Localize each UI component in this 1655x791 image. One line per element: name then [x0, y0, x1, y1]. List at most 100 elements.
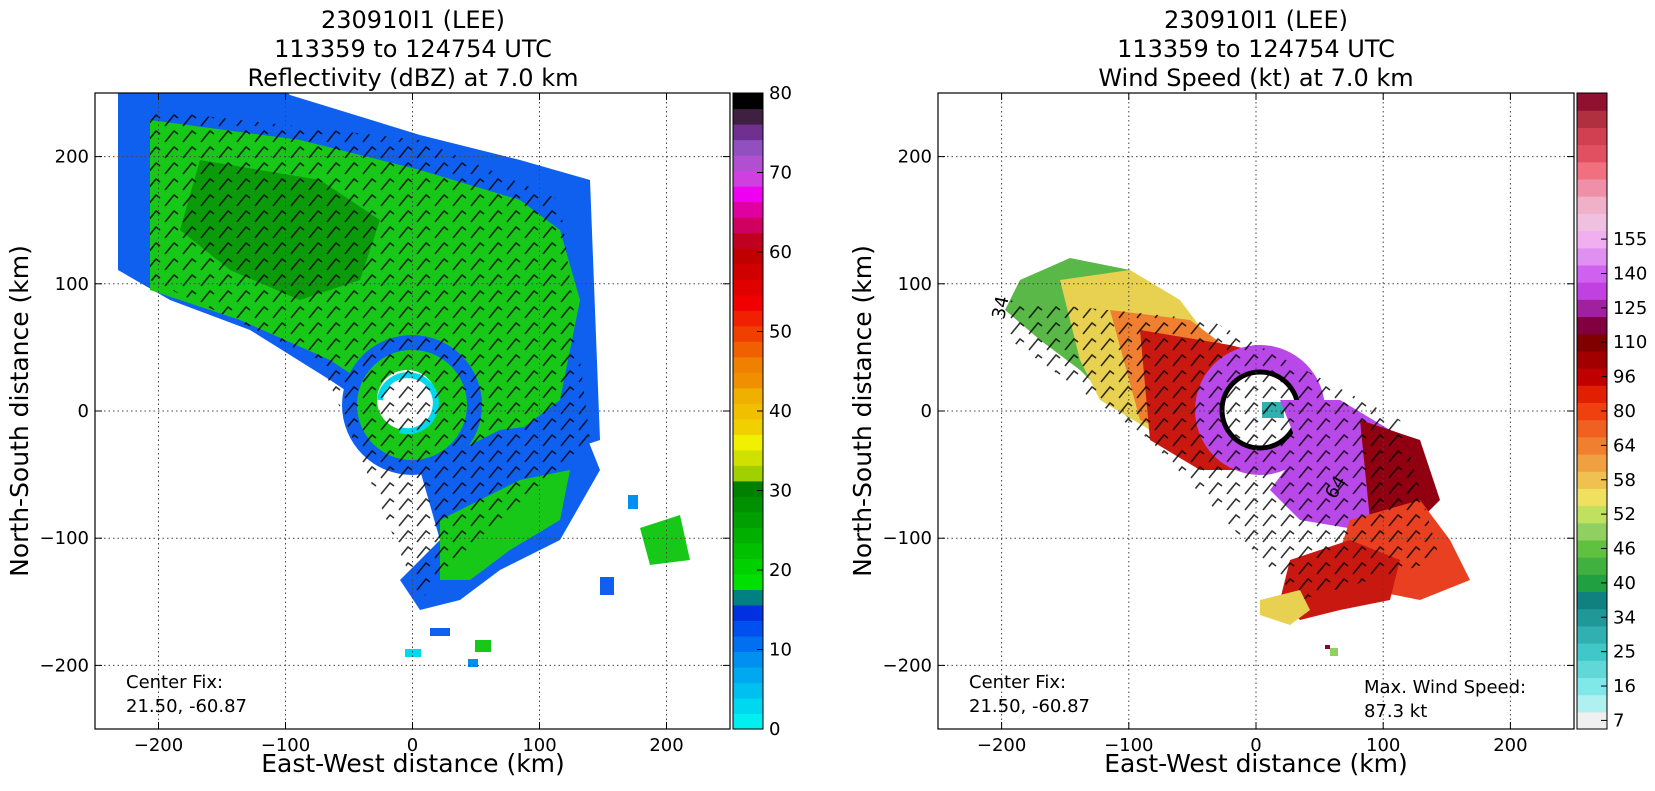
panel2-y-tick-label: 100 — [898, 274, 932, 295]
panel1-colorbar-swatch — [733, 108, 763, 125]
panel2-colorbar-swatch — [1577, 161, 1607, 180]
panel2-colorbar-swatch — [1577, 264, 1607, 283]
panel1-colorbar-swatch — [733, 449, 763, 466]
panel1-colorbar-swatch — [733, 325, 763, 342]
panel1-colorbar-swatch — [733, 434, 763, 451]
panel1-colorbar-swatch — [733, 527, 763, 544]
panel2-colorbar-swatch — [1577, 247, 1607, 266]
panel1-colorbar-swatch — [733, 666, 763, 684]
panel2-y-tick-label: 200 — [898, 147, 932, 168]
panel1-colorbar-swatch — [733, 93, 763, 110]
panel1-x-axis-label: East-West distance (km) — [261, 749, 565, 778]
panel2-max-wind-value: 87.3 kt — [1364, 701, 1427, 722]
panel2-colorbar: 7 16 25 34 40 46 52 58 64 80 96 110 125 140 155 — [1576, 92, 1647, 731]
panel1-colorbar-tick-label: 20 — [769, 560, 792, 581]
panel2-title-line1: 230910I1 (LEE) — [1164, 6, 1348, 34]
panel2-colorbar-swatch — [1577, 522, 1607, 541]
panel2-colorbar-tick-label: 64 — [1613, 435, 1636, 456]
panel1-colorbar-swatch — [733, 232, 763, 249]
panel1-y-tick-label: 200 — [55, 147, 89, 168]
panel1-title-line2: 113359 to 124754 UTC — [274, 35, 552, 63]
panel2-colorbar-tick-label: 125 — [1613, 298, 1647, 319]
panel1-colorbar-swatch — [733, 682, 763, 699]
panel2-colorbar-swatch — [1577, 660, 1607, 679]
panel2-colorbar-swatch — [1577, 282, 1607, 300]
panel2-colorbar-tick-label: 155 — [1613, 229, 1647, 250]
panel1-colorbar-swatch — [733, 542, 763, 559]
panel1-x-tick-label: 200 — [649, 735, 683, 756]
panel2-colorbar-swatch — [1577, 350, 1607, 369]
panel2-x-tick-label: 0 — [1250, 735, 1261, 756]
panel2-colorbar-swatch — [1577, 574, 1607, 593]
panel1-colorbar-swatch — [733, 186, 763, 203]
panel2-wind-field — [1005, 258, 1470, 656]
panel1-y-tick-label: 0 — [78, 401, 89, 422]
panel1-colorbar-swatch — [733, 310, 763, 327]
panel1-title-line3: Reflectivity (dBZ) at 7.0 km — [248, 64, 579, 92]
panel2-colorbar-swatch — [1577, 368, 1607, 386]
panel2-colorbar-swatch — [1577, 144, 1607, 163]
panel1-colorbar-tick-label: 70 — [769, 163, 792, 184]
panel1-colorbar-tick-label: 60 — [769, 242, 792, 263]
panel1-colorbar-swatch — [733, 372, 763, 389]
panel1-colorbar-swatch — [733, 294, 763, 311]
panel1-colorbar-swatch — [733, 170, 763, 187]
panel1-colorbar-tick-label: 10 — [769, 640, 792, 661]
panel2-title-line3: Wind Speed (kt) at 7.0 km — [1098, 64, 1413, 92]
panel1-colorbar-tick-label: 30 — [769, 481, 792, 502]
panel2-colorbar-swatch — [1577, 694, 1607, 713]
panel1-x-tick-label: 0 — [407, 735, 418, 756]
panel2-colorbar-tick-label: 40 — [1613, 573, 1636, 594]
panel2-colorbar-tick-label: 96 — [1613, 367, 1636, 388]
panel1-colorbar-swatch — [733, 558, 763, 575]
panel1-colorbar-swatch — [733, 387, 763, 404]
panel2-colorbar-tick-label: 110 — [1613, 332, 1647, 353]
panel2-colorbar-swatch — [1577, 557, 1607, 575]
panel1-colorbar-swatch — [733, 356, 763, 373]
panel1-colorbar-tick-label: 80 — [769, 83, 792, 104]
panel1-colorbar-swatch — [733, 697, 763, 715]
panel1-colorbar-swatch — [733, 155, 763, 172]
panel1-reflectivity-field — [118, 93, 690, 667]
panel1-y-axis-label: North-South distance (km) — [5, 245, 34, 577]
panel2-colorbar-swatch — [1577, 402, 1607, 421]
panel2-x-tick-label: 100 — [1366, 735, 1400, 756]
panel1-colorbar-tick-label: 50 — [769, 322, 792, 343]
reflectivity-panel: 230910I1 (LEE) 113359 to 124754 UTC Refl… — [5, 6, 792, 778]
panel2-colorbar-swatch — [1577, 488, 1607, 507]
panel1-colorbar-swatch — [733, 341, 763, 358]
panel2-max-wind-label: Max. Wind Speed: — [1364, 677, 1526, 698]
panel2-colorbar-tick-label: 52 — [1613, 504, 1636, 525]
panel1-colorbar-swatch — [733, 403, 763, 420]
panel1-colorbar-swatch — [733, 651, 763, 668]
panel2-colorbar-swatch — [1577, 230, 1607, 249]
panel1-colorbar: 0 10 20 30 40 50 60 70 80 — [732, 83, 792, 740]
panel2-center-fix-label: Center Fix: — [969, 672, 1066, 693]
panel1-colorbar-swatch — [733, 217, 763, 234]
panel1-colorbar-swatch — [733, 496, 763, 513]
panel2-colorbar-swatch — [1577, 385, 1607, 404]
panel2-colorbar-swatch — [1577, 213, 1607, 232]
panel1-colorbar-tick-label: 0 — [769, 719, 780, 740]
panel2-x-tick-label: 200 — [1493, 735, 1527, 756]
panel1-colorbar-swatch — [733, 139, 763, 156]
panel2-colorbar-tick-label: 7 — [1613, 710, 1624, 731]
panel2-colorbar-swatch — [1577, 299, 1607, 318]
panel1-colorbar-swatch — [733, 418, 763, 435]
panel2-colorbar-swatch — [1577, 591, 1607, 610]
panel2-colorbar-swatch — [1577, 505, 1607, 524]
panel2-y-tick-label: −200 — [883, 655, 932, 676]
panel1-ticks: −200 −100 0 100 200 −200 −100 0 100 200 — [40, 93, 730, 756]
panel1-colorbar-swatch — [733, 480, 763, 497]
panel2-colorbar-swatch — [1577, 316, 1607, 335]
panel1-colorbar-swatch — [733, 573, 763, 590]
panel2-colorbar-tick-label: 140 — [1613, 263, 1647, 284]
panel2-colorbar-swatch — [1577, 677, 1607, 696]
panel1-colorbar-swatch — [733, 124, 763, 141]
panel2-colorbar-swatch — [1577, 539, 1607, 558]
wind-speed-panel: 230910I1 (LEE) 113359 to 124754 UTC Wind… — [848, 6, 1647, 778]
panel2-x-tick-label: −100 — [1104, 735, 1153, 756]
panel1-center-fix-label: Center Fix: — [126, 672, 223, 693]
panel2-x-tick-label: −200 — [977, 735, 1026, 756]
